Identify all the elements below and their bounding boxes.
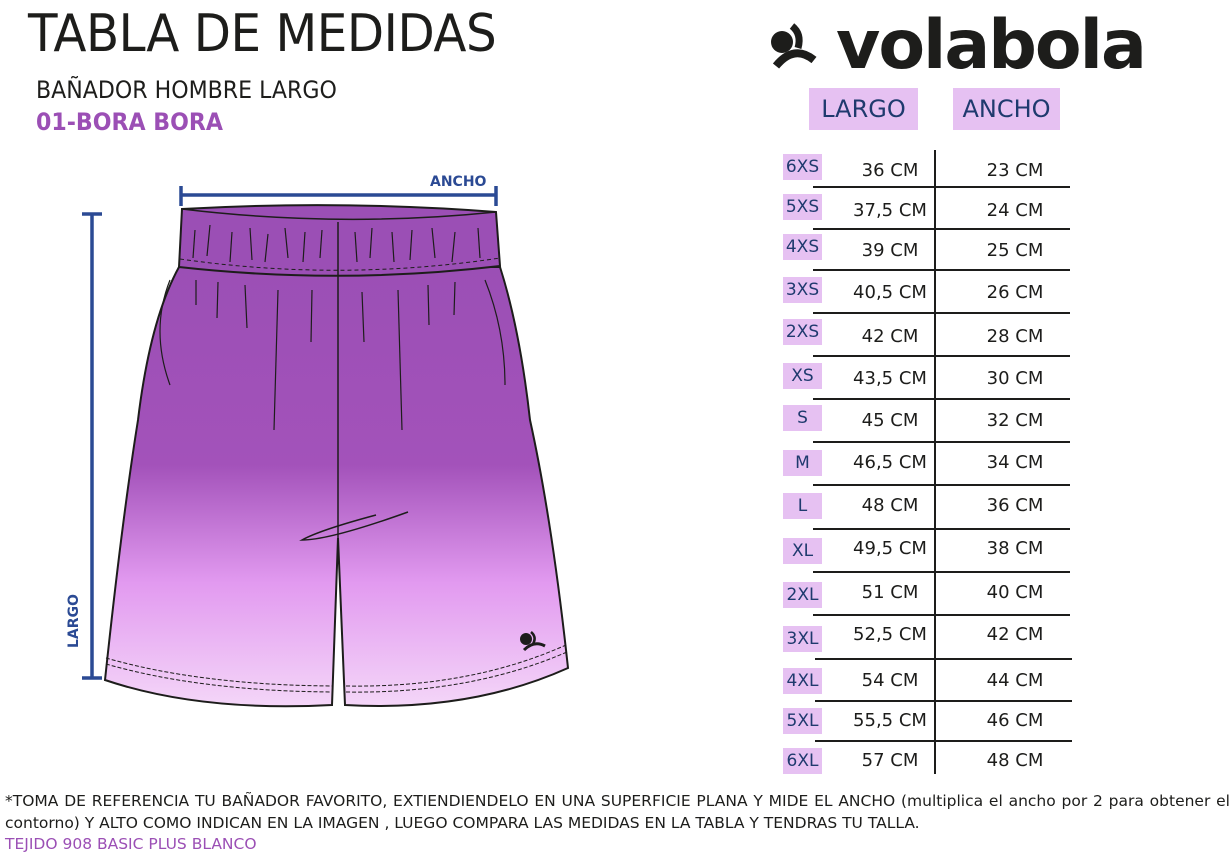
largo-value: 37,5 CM xyxy=(853,200,927,221)
fabric-info: TEJIDO 908 BASIC PLUS BLANCO xyxy=(5,835,257,853)
ancho-value: 46 CM xyxy=(986,710,1044,731)
size-badge: S xyxy=(783,405,822,431)
largo-value: 40,5 CM xyxy=(853,282,927,303)
size-badge: M xyxy=(783,450,822,476)
size-badge: 3XS xyxy=(783,277,822,303)
row-divider xyxy=(813,528,1070,530)
size-badge: 2XS xyxy=(783,319,822,345)
size-badge: XS xyxy=(783,363,822,389)
ancho-value: 28 CM xyxy=(986,326,1044,347)
ancho-value: 26 CM xyxy=(986,282,1044,303)
size-badge: 3XL xyxy=(783,626,822,652)
ancho-value: 38 CM xyxy=(986,538,1044,559)
size-badge: 4XS xyxy=(783,234,822,260)
largo-label: LARGO xyxy=(66,594,82,648)
row-divider xyxy=(813,398,1070,400)
ancho-value: 24 CM xyxy=(986,200,1044,221)
row-divider xyxy=(813,614,1070,616)
brand-logo-icon xyxy=(771,23,817,69)
size-badge: XL xyxy=(783,538,822,564)
largo-value: 46,5 CM xyxy=(853,452,927,473)
brand-logo-icon xyxy=(520,631,546,652)
largo-value: 55,5 CM xyxy=(853,710,927,731)
size-badge: 6XS xyxy=(783,154,822,180)
row-divider xyxy=(813,269,1070,271)
largo-value: 43,5 CM xyxy=(853,368,927,389)
row-divider xyxy=(815,658,1072,660)
ancho-value: 42 CM xyxy=(986,624,1044,645)
row-divider xyxy=(813,312,1070,314)
largo-value: 49,5 CM xyxy=(853,538,927,559)
brand-wordmark: volabola xyxy=(836,6,1147,85)
ancho-value: 36 CM xyxy=(986,495,1044,516)
size-table: 6XS 36 CM 23 CM 5XS 37,5 CM 24 CM 4XS 39… xyxy=(780,150,1080,774)
largo-value: 57 CM xyxy=(861,750,919,771)
largo-value: 39 CM xyxy=(861,240,919,261)
row-divider xyxy=(813,355,1070,357)
product-name: BAÑADOR HOMBRE LARGO xyxy=(36,76,337,104)
size-badge: 5XL xyxy=(783,708,822,734)
size-badge: 2XL xyxy=(783,582,822,608)
shorts-illustration xyxy=(82,186,570,708)
row-divider xyxy=(815,740,1072,742)
column-header-ancho: ANCHO xyxy=(953,88,1060,130)
ancho-value: 23 CM xyxy=(986,160,1044,181)
column-divider xyxy=(934,150,936,774)
largo-value: 42 CM xyxy=(861,326,919,347)
largo-value: 36 CM xyxy=(861,160,919,181)
size-badge: L xyxy=(783,493,822,519)
ancho-value: 25 CM xyxy=(986,240,1044,261)
row-divider xyxy=(813,228,1070,230)
row-divider xyxy=(813,186,1070,188)
column-header-largo: LARGO xyxy=(809,88,918,130)
size-badge: 6XL xyxy=(783,748,822,774)
row-divider xyxy=(813,441,1070,443)
largo-value: 51 CM xyxy=(861,582,919,603)
largo-value: 45 CM xyxy=(861,410,919,431)
ancho-value: 44 CM xyxy=(986,670,1044,691)
size-badge: 4XL xyxy=(783,668,822,694)
ancho-value: 34 CM xyxy=(986,452,1044,473)
ancho-value: 48 CM xyxy=(986,750,1044,771)
row-divider xyxy=(815,700,1072,702)
ancho-label: ANCHO xyxy=(430,174,487,190)
largo-measure-line xyxy=(82,212,102,680)
ancho-value: 30 CM xyxy=(986,368,1044,389)
product-code: 01-BORA BORA xyxy=(36,108,223,136)
ancho-value: 40 CM xyxy=(986,582,1044,603)
size-badge: 5XS xyxy=(783,194,822,220)
ancho-value: 32 CM xyxy=(986,410,1044,431)
ancho-measure-line xyxy=(179,186,498,206)
row-divider xyxy=(813,484,1070,486)
largo-value: 48 CM xyxy=(861,495,919,516)
footer-instructions: *TOMA DE REFERENCIA TU BAÑADOR FAVORITO,… xyxy=(5,792,1230,832)
largo-value: 54 CM xyxy=(861,670,919,691)
row-divider xyxy=(813,571,1070,573)
largo-value: 52,5 CM xyxy=(853,624,927,645)
page-title: TABLA DE MEDIDAS xyxy=(28,4,497,64)
brand-logo: volabola xyxy=(768,10,1148,82)
